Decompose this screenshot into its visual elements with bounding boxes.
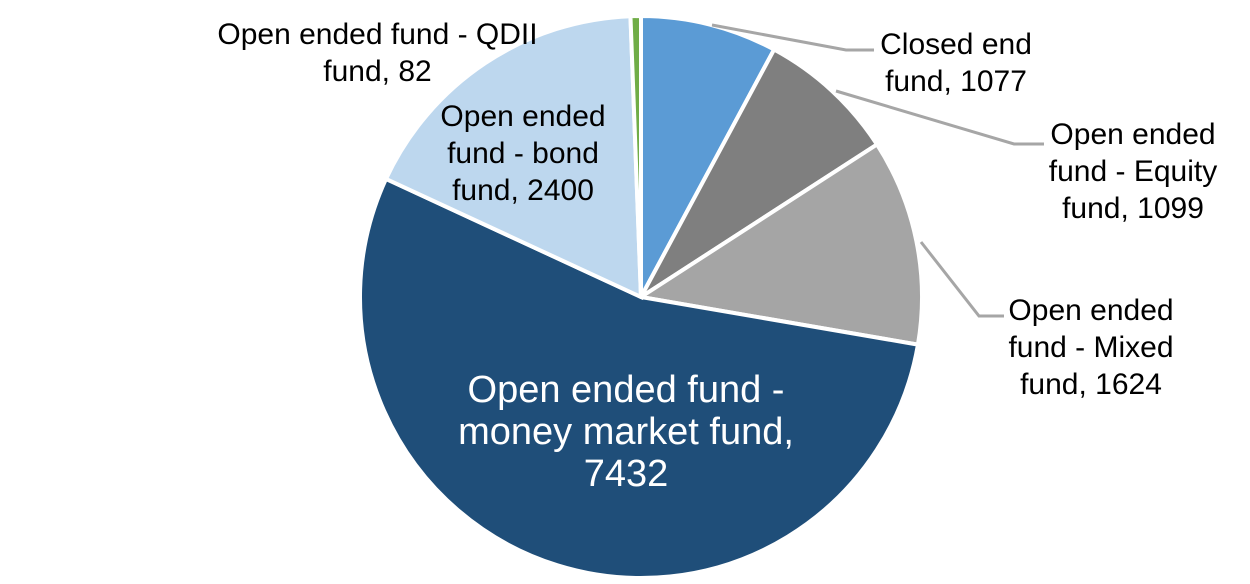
data-label-equity-fund: Open ended fund - Equity fund, 1099 <box>1048 118 1218 225</box>
pie-slice-closed-end-fund <box>639 13 777 298</box>
leader-line-closed-end-fund <box>711 23 874 52</box>
pie-slice-money-market-fund <box>358 176 921 580</box>
pie-slice-qdii-fund <box>628 13 643 298</box>
pie-slice-bond-fund <box>383 14 644 301</box>
pie-slice-mixed-fund <box>635 141 924 347</box>
pie-slice-equity-fund <box>639 46 880 299</box>
data-label-mixed-fund: Open ended fund - Mixed fund, 1624 <box>1008 294 1174 401</box>
data-label-money-market-fund: Open ended fund - money market fund, 743… <box>458 369 794 495</box>
leader-line-equity-fund <box>835 89 1044 146</box>
data-label-qdii-fund: Open ended fund - QDII fund, 82 <box>217 18 538 88</box>
leader-line-mixed-fund <box>919 241 1004 318</box>
data-label-bond-fund: Open ended fund - bond fund, 2400 <box>440 100 606 207</box>
data-label-closed-end-fund: Closed end fund, 1077 <box>880 28 1032 98</box>
